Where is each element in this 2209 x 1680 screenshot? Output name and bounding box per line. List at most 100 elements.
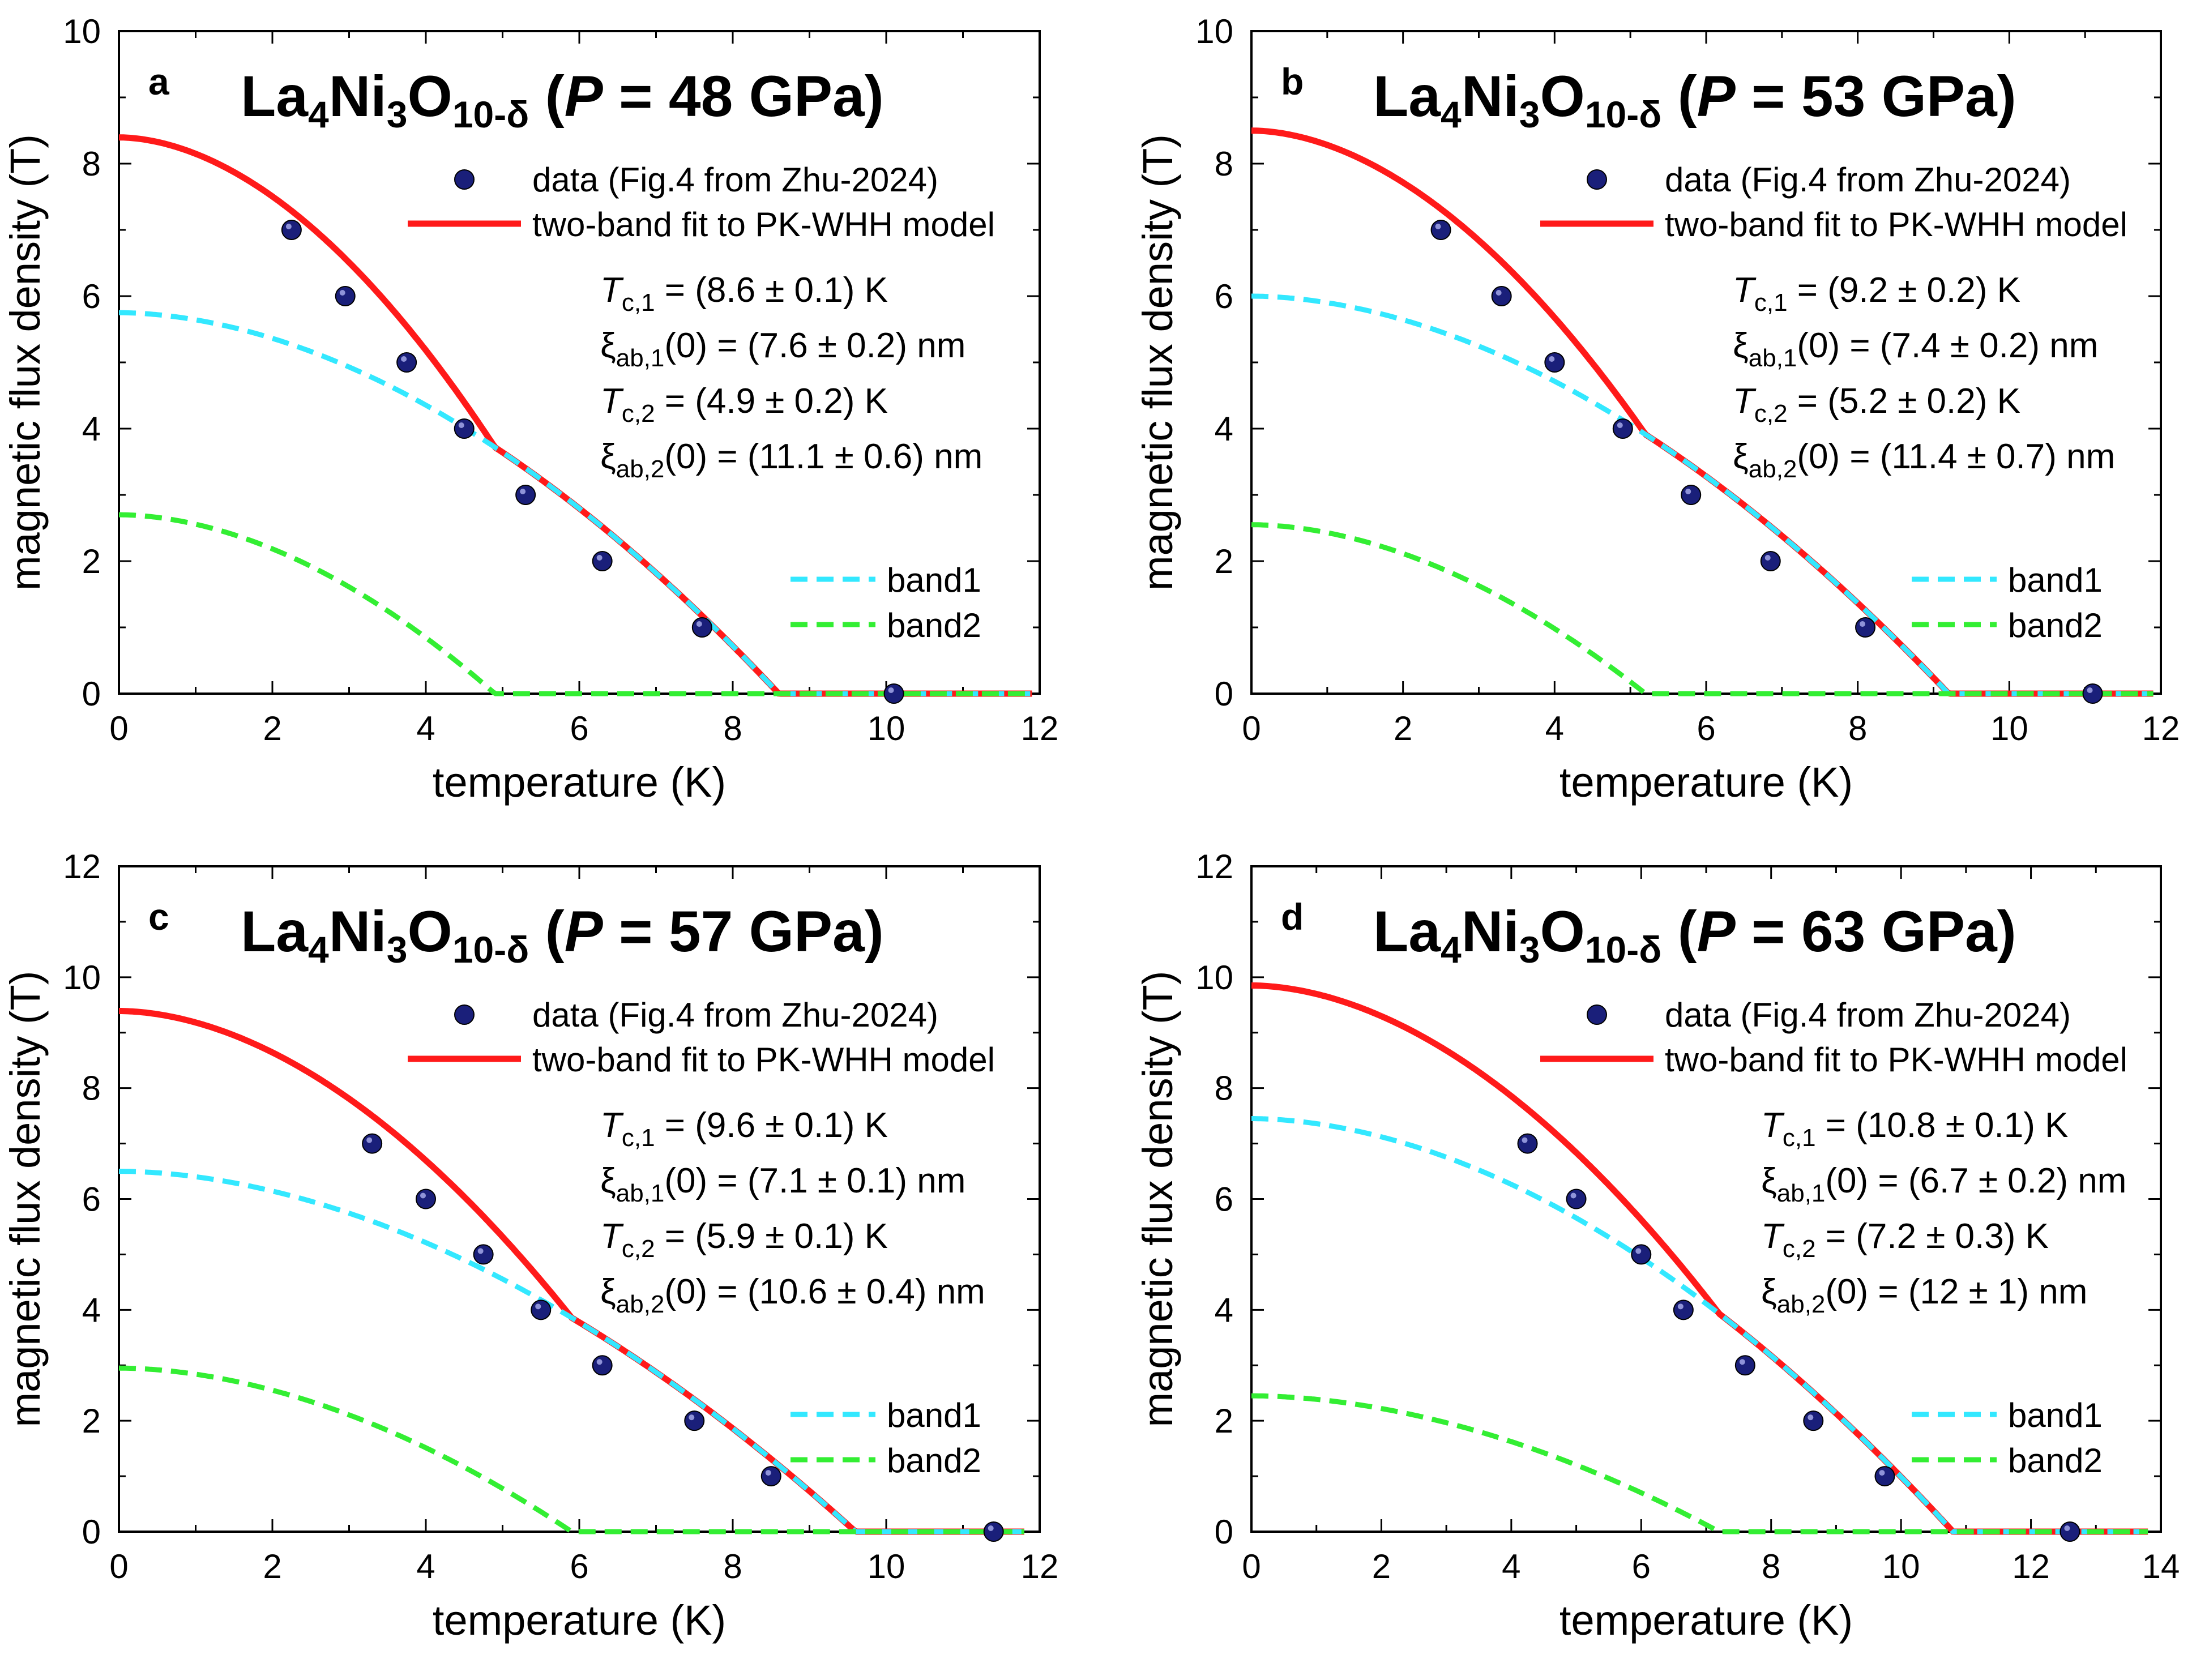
- data-point: [2082, 683, 2103, 704]
- data-point-highlight: [1739, 1359, 1745, 1365]
- panel-letter: b: [1281, 61, 1304, 102]
- data-point-highlight: [1764, 555, 1771, 561]
- y-tick-label: 4: [1215, 410, 1233, 448]
- y-tick-label: 12: [1195, 848, 1233, 886]
- x-tick-label: 8: [723, 1548, 742, 1585]
- y-tick-label: 8: [82, 145, 101, 183]
- x-tick-label: 10: [868, 1548, 905, 1585]
- data-point-highlight: [458, 422, 464, 428]
- data-point-highlight: [1685, 489, 1691, 494]
- x-tick-label: 10: [868, 709, 905, 747]
- data-point: [1681, 485, 1702, 505]
- data-point-highlight: [765, 1470, 771, 1476]
- x-tick-label: 0: [1242, 1548, 1261, 1585]
- y-axis-label: magnetic flux density (T): [2, 134, 49, 591]
- data-point-highlight: [596, 555, 603, 561]
- panel-title: La4Ni3O10-δ (P = 53 GPa): [1373, 64, 2016, 135]
- fit-param-tc2: Tc,2 = (7.2 ± 0.3) K: [1761, 1217, 2049, 1263]
- data-point: [454, 418, 475, 439]
- data-point-highlight: [1435, 224, 1441, 229]
- data-point-highlight: [888, 687, 894, 693]
- data-point-highlight: [1496, 290, 1502, 296]
- x-axis-label: temperature (K): [433, 759, 726, 806]
- data-point: [1566, 1189, 1587, 1209]
- legend-data-label: data (Fig.4 from Zhu-2024): [532, 161, 938, 199]
- legend-data-marker: [1587, 169, 1607, 190]
- data-point: [531, 1299, 552, 1320]
- data-point: [515, 485, 536, 505]
- x-axis-label: temperature (K): [1559, 759, 1853, 806]
- series-band1-line: [119, 310, 1032, 696]
- fit-param-xi2: ξab,2(0) = (10.6 ± 0.4) nm: [600, 1272, 985, 1318]
- data-point: [1855, 617, 1876, 638]
- legend-fit-label: two-band fit to PK-WHH model: [1665, 1041, 2127, 1079]
- legend-data-marker: [1587, 1004, 1607, 1025]
- data-point-highlight: [1879, 1470, 1885, 1476]
- data-point: [1491, 286, 1512, 306]
- x-tick-label: 2: [1372, 1548, 1391, 1585]
- x-tick-label: 6: [570, 709, 588, 747]
- legend-band1-label: band1: [887, 561, 981, 599]
- series-band2-line: [119, 512, 1032, 696]
- fit-param-xi2: ξab,2(0) = (11.4 ± 0.7) nm: [1733, 437, 2115, 483]
- x-tick-label: 12: [1021, 1548, 1059, 1585]
- data-point: [592, 551, 613, 571]
- data-point-highlight: [366, 1137, 373, 1143]
- series-band1-line: [118, 1169, 1024, 1534]
- x-tick-label: 4: [1545, 709, 1564, 747]
- x-tick-label: 0: [109, 1548, 128, 1585]
- data-point: [2060, 1521, 2080, 1542]
- data-point-highlight: [2087, 687, 2093, 693]
- y-axis-label: magnetic flux density (T): [1134, 971, 1181, 1427]
- y-tick-label: 8: [82, 1070, 101, 1108]
- legend-band2-label: band2: [2008, 1442, 2103, 1480]
- data-point-highlight: [1549, 356, 1555, 362]
- legend-band1-label: band1: [887, 1396, 981, 1434]
- x-tick-label: 4: [416, 1548, 435, 1585]
- data-point: [1430, 220, 1451, 240]
- data-point-highlight: [1860, 621, 1866, 627]
- series-band2-line: [1251, 1393, 2148, 1534]
- y-tick-label: 2: [1215, 542, 1233, 580]
- y-tick-label: 10: [63, 12, 101, 50]
- legend-data-label: data (Fig.4 from Zhu-2024): [532, 996, 938, 1034]
- y-tick-label: 10: [1195, 959, 1233, 997]
- fit-param-tc1: Tc,1 = (9.2 ± 0.2) K: [1733, 271, 2020, 317]
- legend-data-marker: [454, 1004, 475, 1025]
- data-point: [983, 1521, 1004, 1542]
- y-tick-label: 6: [82, 277, 101, 315]
- legend-fit-label: two-band fit to PK-WHH model: [532, 206, 995, 243]
- x-tick-label: 4: [416, 709, 435, 747]
- x-tick-label: 2: [1394, 709, 1412, 747]
- panel-title: La4Ni3O10-δ (P = 57 GPa): [241, 899, 884, 971]
- data-point-highlight: [1677, 1303, 1684, 1310]
- x-tick-label: 8: [723, 709, 742, 747]
- y-tick-label: 0: [82, 1513, 101, 1551]
- fit-param-xi1: ξab,1(0) = (6.7 ± 0.2) nm: [1761, 1161, 2126, 1207]
- legend-fit-label: two-band fit to PK-WHH model: [1665, 206, 2127, 243]
- series-band2-line: [118, 1365, 1024, 1534]
- panel-letter: a: [148, 61, 170, 102]
- chart-panel-b: 0 2 4 6 8 10 12 0 2 4 6 8 10 temperature (K) magnetic …: [1134, 12, 2180, 806]
- y-tick-label: 8: [1215, 1070, 1233, 1108]
- y-tick-label: 4: [1215, 1291, 1233, 1329]
- legend-fit-label: two-band fit to PK-WHH model: [532, 1041, 995, 1079]
- data-point: [1631, 1244, 1652, 1265]
- y-tick-label: 10: [63, 959, 101, 997]
- panel-title: La4Ni3O10-δ (P = 48 GPa): [241, 64, 884, 135]
- fit-param-tc1: Tc,1 = (10.8 ± 0.1) K: [1761, 1106, 2068, 1152]
- data-point-highlight: [689, 1414, 695, 1421]
- panel-title: La4Ni3O10-δ (P = 63 GPa): [1373, 899, 2016, 971]
- data-point: [473, 1244, 494, 1265]
- y-tick-label: 4: [82, 410, 101, 448]
- x-tick-label: 0: [109, 709, 128, 747]
- series-band2-line: [1251, 522, 2154, 696]
- fit-param-tc1: Tc,1 = (8.6 ± 0.1) K: [600, 271, 888, 317]
- fit-param-tc2: Tc,2 = (4.9 ± 0.2) K: [600, 382, 888, 428]
- x-tick-label: 14: [2142, 1548, 2180, 1585]
- x-axis-label: temperature (K): [1559, 1597, 1853, 1644]
- x-tick-label: 2: [263, 1548, 281, 1585]
- data-point-highlight: [535, 1303, 541, 1310]
- data-point: [281, 220, 302, 240]
- legend-band2-label: band2: [2008, 606, 2103, 644]
